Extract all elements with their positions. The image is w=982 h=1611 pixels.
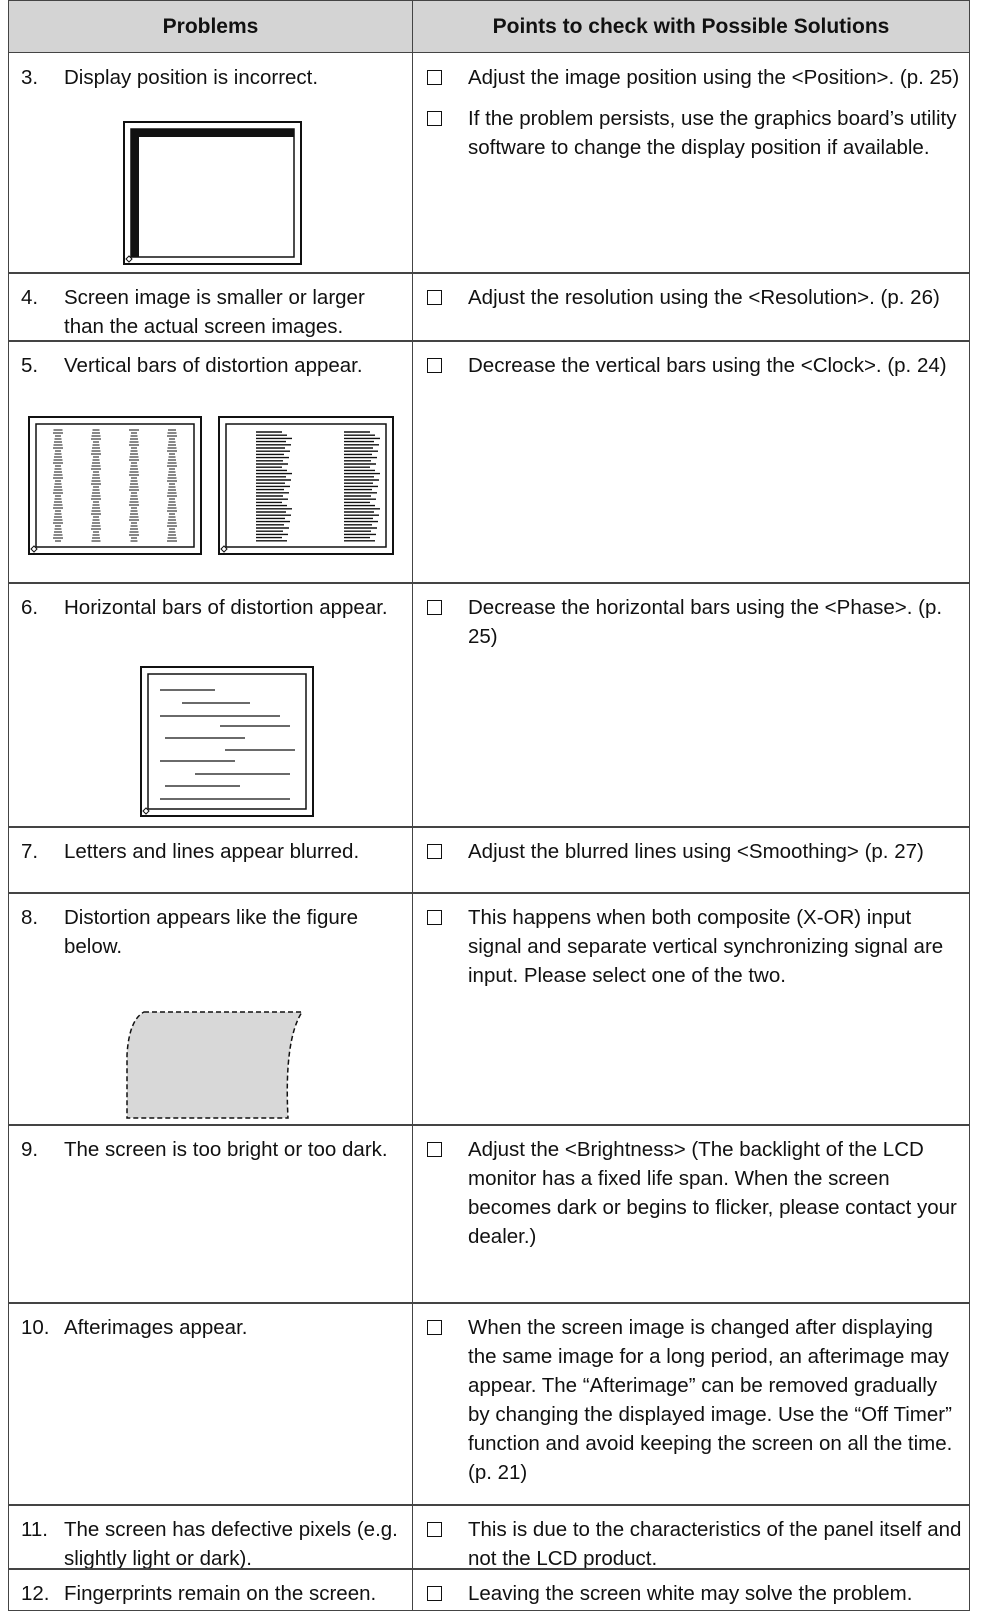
problem-cell: 3. Display position is incorrect. [8,52,413,274]
problem-cell: 7. Letters and lines appear blurred. [8,826,413,894]
solution-cell: Leaving the screen white may solve the p… [412,1568,970,1611]
shape [30,545,38,553]
problem-cell: 8. Distortion appears like the figure bel… [8,892,413,1126]
problem-text: Vertical bars of distortion appear. [64,354,363,377]
row-number: 7. [21,840,39,863]
shape [125,255,133,263]
row-number: 3. [21,66,39,89]
checkbox [427,910,442,925]
checkbox [427,358,442,373]
shape [142,807,150,815]
row-number: 11. [21,1518,48,1541]
solution-text: Adjust the <Brightness> (The backlight o… [468,1138,957,1248]
shape [147,673,307,810]
shape [220,545,228,553]
problem-cell: 11. The screen has defective pixels (e.g.… [8,1504,413,1570]
illustration [126,1011,304,1119]
problem-text: Display position is incorrect. [64,66,319,89]
header-solutions: Points to check with Possible Solutions [412,0,970,53]
checkbox [427,70,442,85]
solution-text: Decrease the vertical bars using the <Cl… [468,354,947,377]
row-number: 12. [21,1582,50,1605]
illustration [140,666,314,817]
problem-cell: 9. The screen is too bright or too dark. [8,1124,413,1304]
solution-text: This happens when both composite (X-OR) … [468,906,944,987]
row-number: 6. [21,596,39,619]
solution-text: When the screen image is changed after d… [468,1316,953,1484]
problem-text: Afterimages appear. [64,1316,248,1339]
checkbox [427,1586,442,1601]
illustration [28,416,394,555]
solution-cell: Adjust the image position using the <Pos… [412,52,970,274]
checkbox [427,1522,442,1537]
problem-text: Horizontal bars of distortion appear. [64,596,388,619]
problem-cell: 5. Vertical bars of distortion appear. [8,340,413,584]
row-number: 4. [21,286,39,309]
shape [126,1011,304,1119]
header-problems: Problems [8,0,413,53]
shape [131,129,294,137]
checkbox [427,1142,442,1157]
solution-text: Leaving the screen white may solve the p… [468,1582,913,1605]
checkbox [427,600,442,615]
problem-cell: 10. Afterimages appear. [8,1302,413,1506]
checkbox [427,844,442,859]
checkbox [427,1320,442,1335]
solution-cell: Decrease the horizontal bars using the <… [412,582,970,828]
solution-text: Adjust the image position using the <Pos… [468,66,960,89]
problem-cell: 4. Screen image is smaller or larger than… [8,272,413,342]
problem-text: Distortion appears like the figure below… [64,906,358,958]
solution-text: Adjust the blurred lines using <Smoothin… [468,840,924,863]
solution-text: Adjust the resolution using the <Resolut… [468,286,940,309]
solution-cell: This happens when both composite (X-OR) … [412,892,970,1126]
checkbox [427,111,442,126]
problem-cell: 12. Fingerprints remain on the screen. [8,1568,413,1611]
row-number: 10. [21,1316,50,1339]
solution-cell: Adjust the blurred lines using <Smoothin… [412,826,970,894]
solution-text: If the problem persists, use the graphic… [468,107,957,159]
problem-text: Letters and lines appear blurred. [64,840,360,863]
solution-cell: Adjust the <Brightness> (The backlight o… [412,1124,970,1304]
shape [130,128,295,258]
solution-cell: When the screen image is changed after d… [412,1302,970,1506]
solution-cell: This is due to the characteristics of th… [412,1504,970,1570]
row-number: 5. [21,354,39,377]
solution-text: This is due to the characteristics of th… [468,1518,962,1570]
checkbox [427,290,442,305]
problem-text: Fingerprints remain on the screen. [64,1582,377,1605]
solution-text: Decrease the horizontal bars using the <… [468,596,943,648]
solution-cell: Decrease the vertical bars using the <Cl… [412,340,970,584]
problem-text: Screen image is smaller or larger than t… [64,286,365,338]
problem-text: The screen has defective pixels (e.g. sl… [64,1518,398,1570]
illustration [123,121,302,265]
shape [131,129,139,257]
solution-cell: Adjust the resolution using the <Resolut… [412,272,970,342]
row-number: 9. [21,1138,39,1161]
row-number: 8. [21,906,39,929]
problem-text: The screen is too bright or too dark. [64,1138,388,1161]
problem-cell: 6. Horizontal bars of distortion appear. [8,582,413,828]
